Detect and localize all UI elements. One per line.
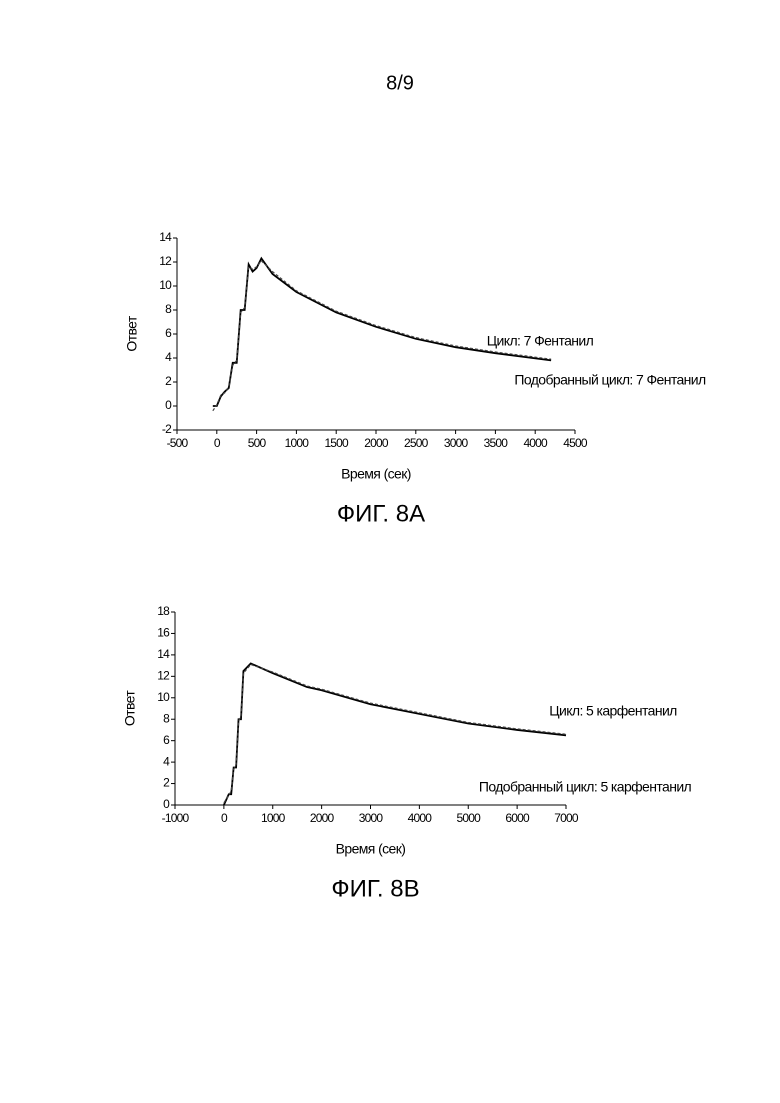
x-tick-label: -1000 bbox=[162, 811, 190, 825]
y-tick-label: 2 bbox=[165, 374, 172, 388]
x-tick-label: 1000 bbox=[261, 811, 286, 825]
y-tick-label: 2 bbox=[163, 776, 170, 790]
y-tick-label: 4 bbox=[163, 754, 170, 768]
y-tick-label: 6 bbox=[163, 733, 170, 747]
x-tick-label: 4500 bbox=[563, 436, 588, 450]
x-tick-label: 2000 bbox=[310, 811, 335, 825]
x-tick-label: 7000 bbox=[554, 811, 579, 825]
x-tick-label: 500 bbox=[248, 436, 267, 450]
y-tick-label: 12 bbox=[157, 669, 170, 683]
y-tick-label: 8 bbox=[163, 711, 170, 725]
y-tick-label: 8 bbox=[165, 302, 172, 316]
x-tick-label: 3000 bbox=[359, 811, 384, 825]
series-label: Цикл: 7 Фентанил bbox=[487, 333, 594, 349]
x-tick-label: 5000 bbox=[457, 811, 482, 825]
y-tick-label: 14 bbox=[159, 230, 172, 244]
x-tick-label: -500 bbox=[167, 436, 189, 450]
x-tick-label: 1500 bbox=[324, 436, 349, 450]
series-label: Цикл: 5 карфентанил bbox=[549, 703, 677, 719]
y-tick-label: 14 bbox=[157, 647, 170, 661]
x-tick-label: 0 bbox=[214, 436, 221, 450]
y-tick-label: 0 bbox=[163, 797, 170, 811]
x-tick-label: 6000 bbox=[505, 811, 530, 825]
x-tick-label: 1000 bbox=[285, 436, 310, 450]
series-label: Подобранный цикл: 7 Фентанил bbox=[514, 372, 706, 388]
x-tick-label: 4000 bbox=[523, 436, 548, 450]
y-tick-label: 16 bbox=[157, 626, 170, 640]
y-tick-label: 0 bbox=[165, 398, 172, 412]
x-axis-label: Время (сек) bbox=[341, 466, 411, 482]
y-tick-label: -2 bbox=[162, 422, 172, 436]
series-label: Подобранный цикл: 5 карфентанил bbox=[479, 779, 692, 795]
x-axis-label: Время (сек) bbox=[336, 841, 406, 857]
y-tick-label: 6 bbox=[165, 326, 172, 340]
page-number: 8/9 bbox=[386, 72, 414, 94]
y-tick-label: 10 bbox=[157, 690, 170, 704]
x-tick-label: 2500 bbox=[404, 436, 429, 450]
x-tick-label: 3000 bbox=[444, 436, 469, 450]
x-tick-label: 4000 bbox=[408, 811, 433, 825]
y-axis-label: Ответ bbox=[122, 690, 138, 727]
y-axis-label: Ответ bbox=[124, 315, 140, 352]
x-tick-label: 2000 bbox=[364, 436, 389, 450]
x-tick-label: 0 bbox=[221, 811, 228, 825]
y-tick-label: 10 bbox=[159, 278, 172, 292]
y-tick-label: 12 bbox=[159, 254, 172, 268]
figure-caption: ФИГ. 8B bbox=[331, 875, 419, 902]
figure-caption: ФИГ. 8A bbox=[337, 500, 425, 527]
y-tick-label: 4 bbox=[165, 350, 172, 364]
x-tick-label: 3500 bbox=[484, 436, 509, 450]
y-tick-label: 18 bbox=[157, 604, 170, 618]
page: 8/9 -202468101214-5000500100015002000250… bbox=[0, 0, 780, 1103]
